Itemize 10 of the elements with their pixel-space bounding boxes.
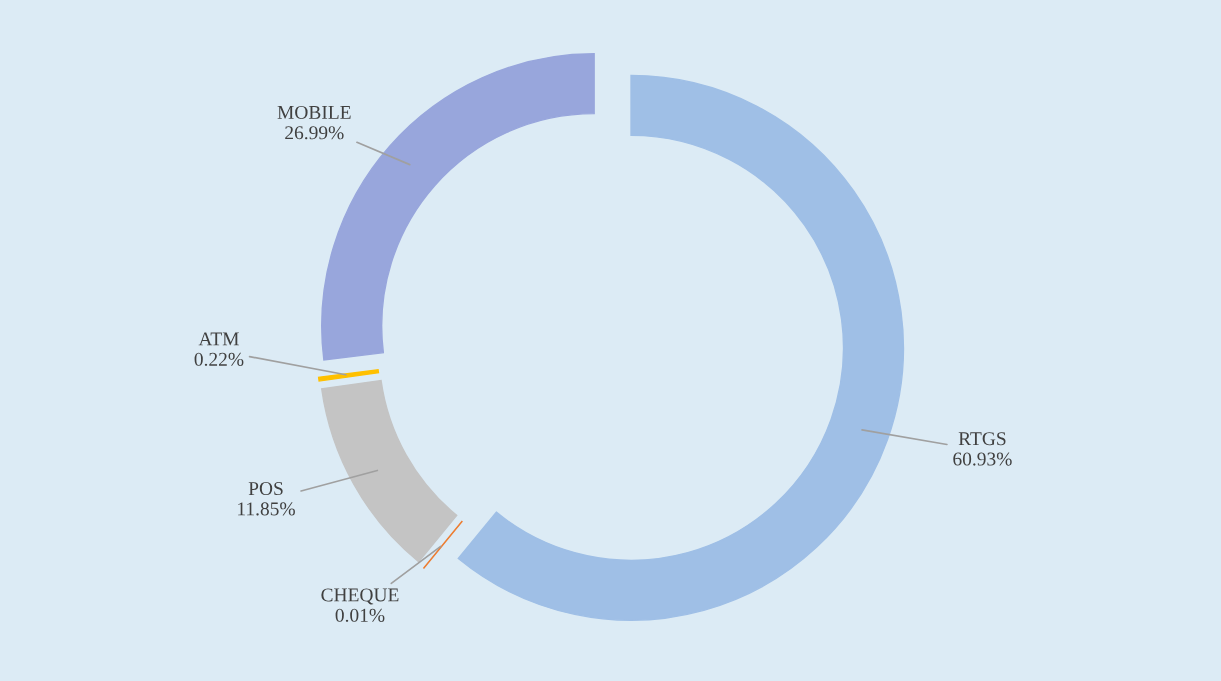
slice-label: MOBILE <box>277 105 351 119</box>
data-label: 26.99% <box>285 126 344 140</box>
data-label: 0.01% <box>335 608 385 622</box>
slice-label: CHEQUE <box>321 588 399 605</box>
data-label: 0.22% <box>194 352 244 366</box>
slice-label: ATM <box>198 332 239 346</box>
slice-label: RTGS <box>958 432 1006 446</box>
data-label: 60.93% <box>953 452 1012 466</box>
data-label: 11.85% <box>238 502 295 516</box>
slice-label: POS <box>248 482 283 496</box>
